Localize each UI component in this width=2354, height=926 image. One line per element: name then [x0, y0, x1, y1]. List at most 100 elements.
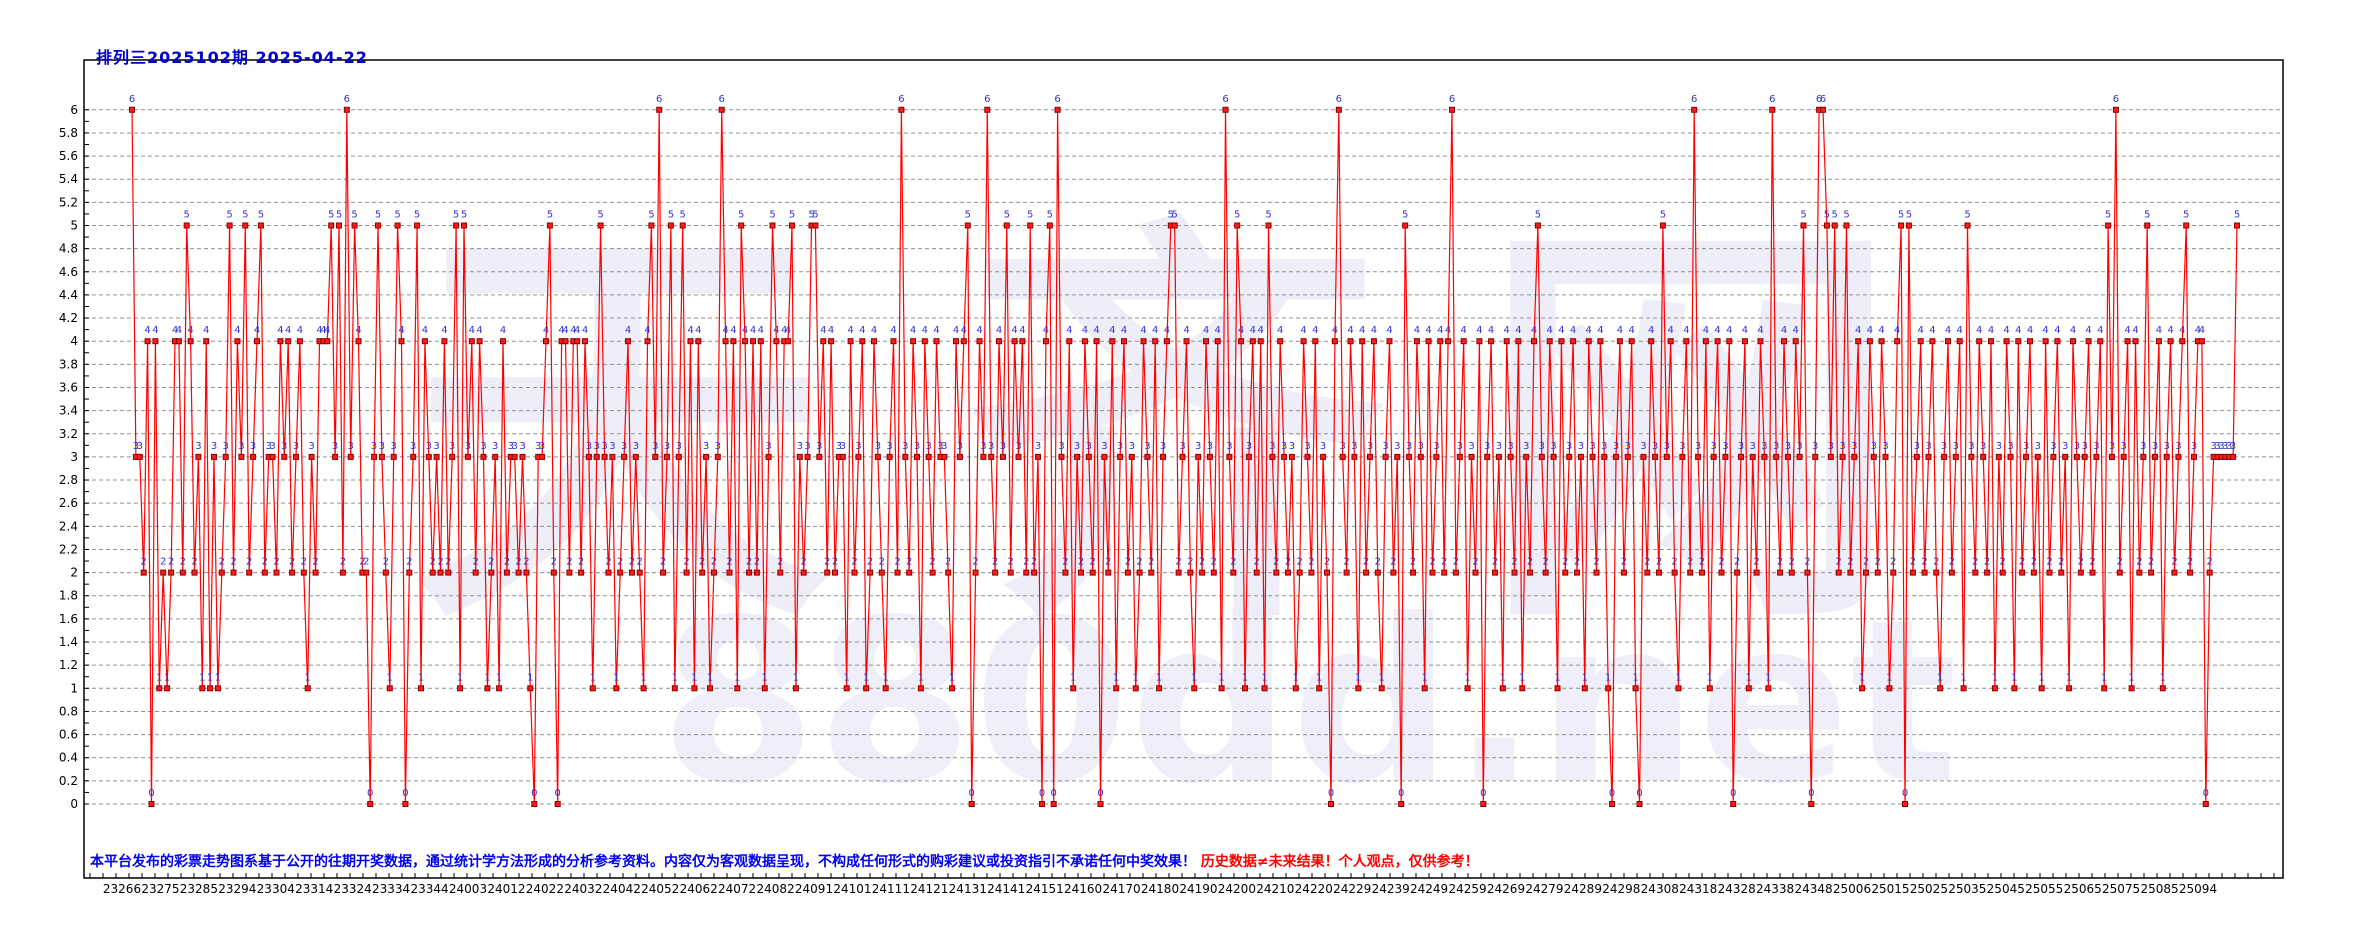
data-point-value-label: 4: [1011, 325, 1017, 336]
data-point-value-label: 6: [1222, 94, 1228, 105]
data-point-marker: [1386, 338, 1393, 345]
data-point-marker: [1605, 685, 1612, 692]
data-point-value-label: 4: [1359, 325, 1365, 336]
x-axis-period-label: 24229: [1333, 882, 1371, 896]
data-point-marker: [273, 569, 280, 576]
data-point-marker: [1484, 453, 1491, 460]
data-point-marker: [386, 685, 393, 692]
data-point-value-label: 2: [1718, 557, 1724, 568]
data-point-value-label: 3: [1144, 441, 1150, 452]
data-point-value-label: 3: [2023, 441, 2029, 452]
data-point-value-label: 3: [519, 441, 525, 452]
data-point-marker: [785, 338, 792, 345]
disclaimer-main-text: 本平台发布的彩票走势图系基于公开的往期开奖数据，通过统计学方法形成的分析参考资料…: [90, 854, 1196, 870]
data-point-value-label: 4: [2179, 325, 2185, 336]
data-point-marker: [1566, 453, 1573, 460]
data-point-value-label: 4: [1277, 325, 1283, 336]
data-point-value-label: 3: [508, 441, 514, 452]
data-point-value-label: 3: [804, 441, 810, 452]
data-point-value-label: 4: [687, 325, 693, 336]
data-point-value-label: 1: [734, 672, 740, 683]
data-point-value-label: 4: [1250, 325, 1256, 336]
x-axis-period-label: 24308: [1641, 882, 1679, 896]
data-point-value-label: 0: [1328, 788, 1334, 799]
y-axis-tick-label: 4.8: [59, 242, 78, 256]
data-point-marker: [953, 338, 959, 345]
data-point-value-label: 2: [1062, 557, 1068, 568]
data-point-value-label: 1: [1422, 672, 1428, 683]
x-axis-period-label: 23324: [334, 882, 372, 896]
x-axis-period-label: 24318: [1679, 882, 1717, 896]
data-point-value-label: 3: [1367, 441, 1373, 452]
data-point-marker: [648, 222, 655, 229]
data-point-marker: [988, 453, 995, 460]
data-point-marker: [1640, 453, 1647, 460]
data-point-marker: [1800, 222, 1807, 229]
data-point-marker: [640, 685, 647, 692]
data-point-marker: [992, 569, 999, 576]
data-point-marker: [355, 338, 362, 345]
data-point-value-label: 4: [1093, 325, 1099, 336]
data-point-marker: [1374, 569, 1381, 576]
data-point-value-label: 1: [1605, 672, 1611, 683]
data-point-marker: [1878, 338, 1885, 345]
data-point-value-label: 1: [1746, 672, 1752, 683]
data-point-marker: [1320, 453, 1327, 460]
data-point-marker: [480, 453, 487, 460]
data-point-value-label: 1: [863, 672, 869, 683]
data-point-value-label: 5: [414, 210, 420, 221]
data-point-value-label: 5: [1906, 210, 1912, 221]
data-point-marker: [738, 222, 745, 229]
data-point-value-label: 1: [672, 672, 678, 683]
x-axis-period-label: 25055: [2025, 882, 2063, 896]
data-point-marker: [1515, 338, 1522, 345]
data-point-marker: [1355, 685, 1362, 692]
data-point-marker: [578, 569, 585, 576]
data-point-value-label: 2: [1410, 557, 1416, 568]
data-point-value-label: 6: [719, 94, 725, 105]
data-point-marker: [699, 569, 706, 576]
data-point-marker: [1328, 801, 1334, 807]
data-point-value-label: 0: [1039, 788, 1045, 799]
data-point-marker: [371, 453, 378, 460]
data-point-marker: [613, 685, 620, 692]
data-point-marker: [1222, 106, 1229, 113]
data-point-value-label: 4: [2085, 325, 2091, 336]
data-point-marker: [2046, 569, 2053, 576]
data-point-value-label: 6: [1769, 94, 1775, 105]
data-point-value-label: 1: [2039, 672, 2045, 683]
data-point-value-label: 5: [680, 210, 686, 221]
data-point-value-label: 2: [1949, 557, 1955, 568]
data-point-marker: [632, 453, 639, 460]
x-axis-period-label: 24239: [1372, 882, 1410, 896]
data-point-marker: [1199, 569, 1206, 576]
data-point-value-label: 2: [219, 557, 225, 568]
data-point-value-label: 3: [281, 441, 287, 452]
data-point-value-label: 4: [1597, 325, 1603, 336]
data-point-value-label: 1: [1355, 672, 1361, 683]
data-point-marker: [1761, 453, 1768, 460]
data-point-marker: [671, 685, 678, 692]
data-point-value-label: 6: [1816, 94, 1822, 105]
data-point-marker: [968, 801, 975, 807]
data-point-value-label: 4: [176, 325, 182, 336]
data-point-value-label: 4: [1121, 325, 1127, 336]
data-point-marker: [300, 569, 307, 576]
data-point-value-label: 2: [1441, 557, 1447, 568]
data-point-marker: [1937, 685, 1944, 692]
data-point-marker: [1851, 453, 1858, 460]
data-point-marker: [1683, 338, 1690, 345]
data-point-marker: [1972, 569, 1979, 576]
data-point-marker: [421, 338, 428, 345]
data-point-value-label: 1: [1191, 672, 1197, 683]
data-point-marker: [464, 453, 471, 460]
data-point-value-label: 3: [855, 441, 861, 452]
data-point-value-label: 3: [926, 441, 932, 452]
data-point-marker: [1984, 569, 1991, 576]
data-point-value-label: 5: [1964, 210, 1970, 221]
data-point-value-label: 3: [621, 441, 627, 452]
data-point-marker: [820, 338, 827, 345]
data-point-marker: [1542, 569, 1549, 576]
data-point-marker: [234, 338, 241, 345]
x-axis-period-label: 24072: [718, 882, 756, 896]
